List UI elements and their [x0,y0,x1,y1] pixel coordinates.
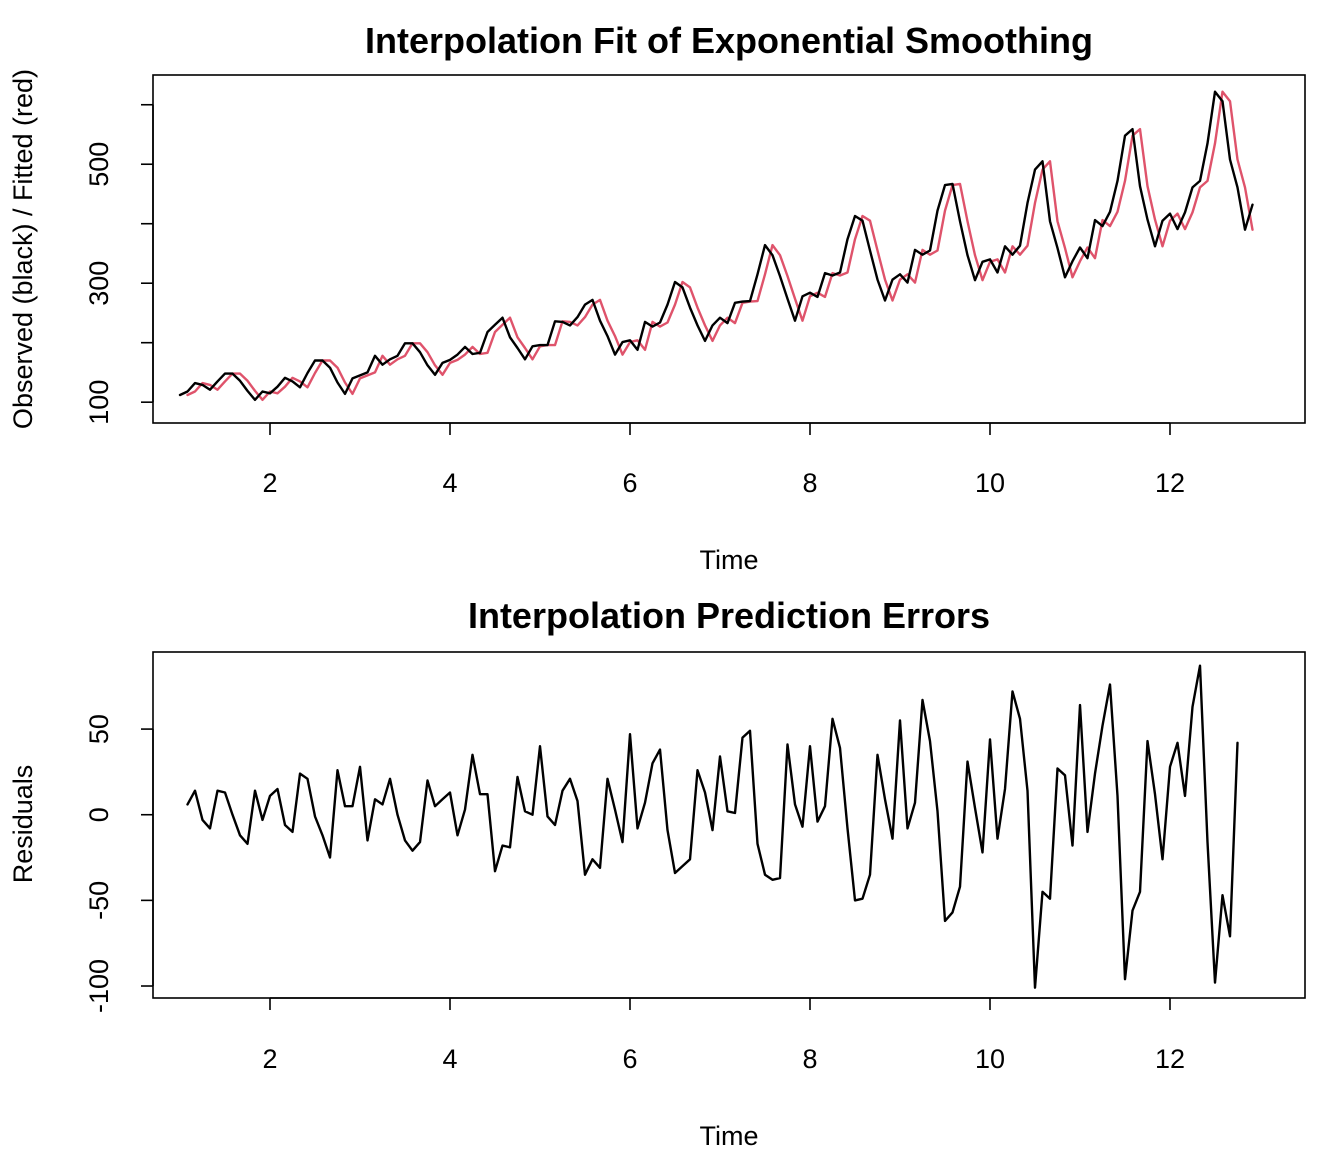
x-tick-label: 2 [262,468,277,498]
chart-title: Interpolation Fit of Exponential Smoothi… [365,20,1093,61]
series-layer [186,664,1239,989]
y-axis-label: Residuals [8,765,38,884]
plot-frame [152,651,1306,999]
y-tick-label: 100 [84,380,114,425]
fit-chart-panel: Interpolation Fit of Exponential Smoothi… [8,20,1306,575]
x-axis-label: Time [700,1121,759,1151]
series-line-fitted [186,90,1254,401]
x-tick-label: 10 [975,1044,1005,1074]
y-tick-label: 50 [84,714,114,744]
y-tick-label: -50 [84,881,114,920]
x-axis: 2 4 6 8 10 12 [262,997,1185,1074]
y-tick-label: 500 [84,142,114,187]
series-line-observed [178,90,1254,401]
x-tick-label: 6 [622,468,637,498]
x-tick-label: 8 [802,468,817,498]
y-axis: -100 -50 0 50 [84,714,154,1013]
plot-frame [152,74,1306,424]
x-tick-label: 10 [975,468,1005,498]
x-tick-label: 12 [1155,1044,1185,1074]
x-tick-label: 2 [262,1044,277,1074]
y-tick-label: -100 [84,959,114,1013]
x-tick-label: 4 [442,468,457,498]
y-tick-label: 300 [84,261,114,306]
series-line-residuals [186,664,1239,989]
residuals-chart-panel: Interpolation Prediction Errors Time Res… [8,595,1306,1151]
x-tick-label: 6 [622,1044,637,1074]
x-tick-label: 12 [1155,468,1185,498]
y-axis-label: Observed (black) / Fitted (red) [8,69,38,429]
series-layer [178,90,1254,401]
x-axis: 2 4 6 8 10 12 [262,422,1185,498]
x-tick-label: 8 [802,1044,817,1074]
y-tick-label: 0 [84,807,114,822]
x-tick-label: 4 [442,1044,457,1074]
y-axis: 100 300 500 [84,103,154,425]
x-axis-label: Time [700,545,759,575]
chart-title: Interpolation Prediction Errors [468,595,990,636]
